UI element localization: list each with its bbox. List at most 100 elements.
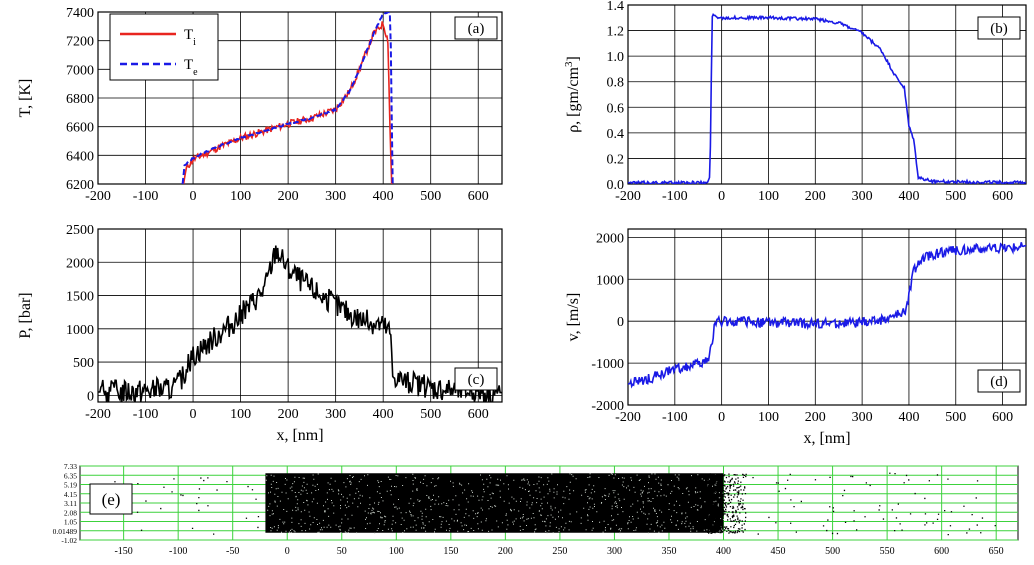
y-tick-label: 1.2 xyxy=(607,25,625,40)
x-tick-label: 300 xyxy=(852,189,873,204)
plot-frame xyxy=(627,4,1027,185)
legend-box xyxy=(109,13,219,81)
x-tick-label: 400 xyxy=(373,189,394,204)
scatter-x-tick-label: -100 xyxy=(169,546,187,557)
x-tick-label: 100 xyxy=(758,410,779,425)
series-line-P xyxy=(98,245,502,402)
panel-label: (c) xyxy=(468,372,485,388)
y-tick-label: 6800 xyxy=(66,92,94,107)
scatter-y-tick-label: 2.08 xyxy=(64,508,77,517)
y-axis-label: T, [K] xyxy=(17,79,34,118)
scatter-x-tick-label: 500 xyxy=(825,546,840,557)
y-tick-label: 2500 xyxy=(66,223,94,238)
panel-label: (d) xyxy=(990,374,1008,390)
y-tick-label: 7200 xyxy=(66,35,94,50)
scatter-x-tick-label: 200 xyxy=(498,546,513,557)
y-axis-label: ρ, [gm/cm3] xyxy=(563,56,582,133)
scatter-y-tick-label: -1.02 xyxy=(61,536,77,545)
panel-label-box xyxy=(454,16,498,40)
x-tick-label: 500 xyxy=(945,410,966,425)
y-tick-label: 1.0 xyxy=(607,50,625,65)
y-axis-label-sup: 3 xyxy=(563,61,575,67)
series-line-v xyxy=(628,242,1026,389)
y-tick-label: 2000 xyxy=(596,231,624,246)
x-tick-label: 0 xyxy=(190,407,197,422)
x-tick-label: 200 xyxy=(805,189,826,204)
scatter-y-tick-label: 7.33 xyxy=(64,462,77,471)
y-tick-label: 2000 xyxy=(66,256,94,271)
y-tick-label: 1.4 xyxy=(607,0,625,14)
y-tick-label: 0.0 xyxy=(607,178,625,193)
y-tick-label: 0.2 xyxy=(607,152,625,167)
panel-label-box xyxy=(977,369,1021,393)
panel-label: (b) xyxy=(990,21,1008,37)
scatter-x-tick-label: 300 xyxy=(607,546,622,557)
x-tick-label: -200 xyxy=(85,407,111,422)
x-tick-label: 600 xyxy=(468,407,489,422)
x-tick-label: -100 xyxy=(662,189,688,204)
scatter-x-tick-label: 250 xyxy=(552,546,567,557)
series-line-rho xyxy=(628,12,1026,184)
x-tick-label: 0 xyxy=(190,189,197,204)
x-tick-label: 600 xyxy=(992,189,1013,204)
scatter-x-tick-label: 600 xyxy=(934,546,949,557)
panel-label-box xyxy=(454,367,498,391)
x-tick-label: 500 xyxy=(945,189,966,204)
scatter-x-tick-label: 350 xyxy=(661,546,676,557)
y-axis-label: P, [bar] xyxy=(17,292,34,338)
y-tick-label: 0.4 xyxy=(607,127,625,142)
y-tick-label: 6600 xyxy=(66,121,94,136)
x-tick-label: 600 xyxy=(468,189,489,204)
panel-e: -150 -100 -50 0 50 100 150 200 250 300 350 400 450 50… xyxy=(53,462,1019,557)
x-tick-label: 200 xyxy=(278,189,299,204)
scatter-y-tick-label: 3.11 xyxy=(64,499,77,508)
x-tick-label: -100 xyxy=(662,410,688,425)
panel-label: (e) xyxy=(102,490,121,509)
y-tick-label: 0 xyxy=(87,389,94,404)
y-tick-label: 1000 xyxy=(66,323,94,338)
legend-label-sub: i xyxy=(193,37,196,48)
series-line-T_e xyxy=(181,12,394,184)
x-tick-label: 100 xyxy=(230,407,251,422)
panel-label: (a) xyxy=(468,21,485,37)
plot-frame xyxy=(97,228,503,403)
panel-a: -200 -100 0 100 200 300 400 500 600 6200 6400 6600 6… xyxy=(17,6,503,204)
x-tick-label: 400 xyxy=(373,407,394,422)
x-tick-label: 300 xyxy=(325,189,346,204)
scatter-x-tick-label: 150 xyxy=(443,546,458,557)
y-tick-label: 0 xyxy=(617,315,624,330)
scatter-y-tick-label: 4.15 xyxy=(64,490,77,499)
legend-label: Ti xyxy=(184,27,196,48)
x-tick-label: 500 xyxy=(420,189,441,204)
x-tick-label: -200 xyxy=(615,410,641,425)
x-tick-label: 400 xyxy=(898,410,919,425)
scatter-x-tick-label: 50 xyxy=(337,546,347,557)
x-axis-label: x, [nm] xyxy=(276,427,323,444)
y-tick-label: 7000 xyxy=(66,63,94,78)
y-axis-label-end: ] xyxy=(565,56,582,61)
scatter-dense-block xyxy=(265,473,724,533)
scatter-x-tick-label: 450 xyxy=(771,546,786,557)
x-tick-label: 200 xyxy=(278,407,299,422)
panel-label-box xyxy=(89,483,133,515)
x-tick-label: 500 xyxy=(420,407,441,422)
scatter-y-tick-label: 6.35 xyxy=(64,471,77,480)
y-tick-label: 1500 xyxy=(66,290,94,305)
x-tick-label: 200 xyxy=(805,410,826,425)
legend-label-sub: e xyxy=(193,67,198,78)
scatter-x-tick-label: 0 xyxy=(285,546,290,557)
x-tick-label: 300 xyxy=(852,410,873,425)
x-tick-label: -200 xyxy=(85,189,111,204)
scatter-x-tick-label: 100 xyxy=(389,546,404,557)
panel-c: -200 -100 0 100 200 300 400 500 600 0 500 1000 1500 2… xyxy=(17,223,503,444)
scatter-x-tick-label: -150 xyxy=(114,546,132,557)
y-axis-label: v, [m/s] xyxy=(565,293,582,342)
x-tick-label: 600 xyxy=(992,410,1013,425)
scatter-x-tick-label: -50 xyxy=(226,546,239,557)
plot-frame xyxy=(97,11,503,185)
x-tick-label: 100 xyxy=(758,189,779,204)
scatter-y-tick-label: 0.01489 xyxy=(53,527,78,536)
x-tick-label: 300 xyxy=(325,407,346,422)
